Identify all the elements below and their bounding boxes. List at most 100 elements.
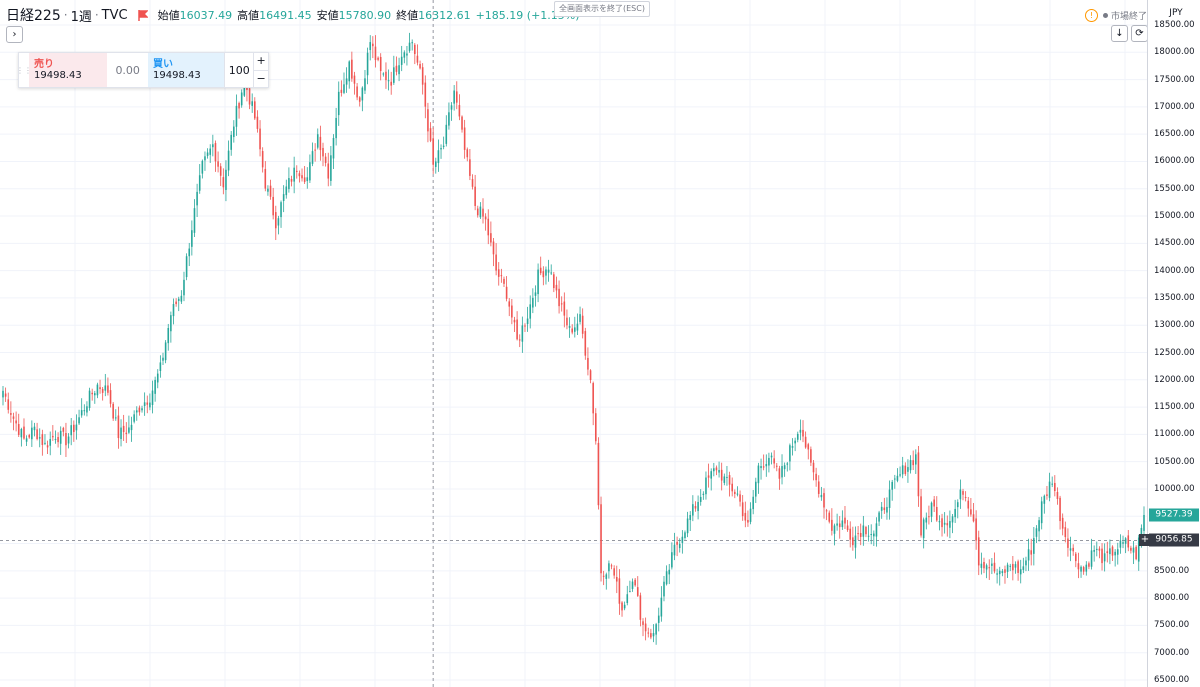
candle-body [1119, 540, 1122, 548]
y-tick-label: 16000.00 [1154, 156, 1195, 167]
add-alert-icon[interactable]: + [1139, 534, 1151, 547]
candle-body [970, 509, 972, 515]
candle-body [261, 151, 264, 168]
candle-body [94, 393, 96, 396]
candle-body [377, 57, 379, 60]
candle-body [154, 379, 156, 394]
candle-body [894, 478, 896, 480]
candle-body [345, 78, 348, 85]
candle-body [1103, 553, 1106, 562]
candle-body [836, 523, 838, 526]
candle-body [251, 101, 253, 106]
candle-body [490, 233, 492, 243]
candle-body [59, 430, 62, 444]
candle-body [828, 512, 831, 522]
sell-button[interactable]: 売り 19498.43 [29, 53, 108, 87]
candle-body [1132, 547, 1135, 553]
quantity-input[interactable]: 100 [224, 53, 253, 87]
chevron-right-icon[interactable]: › [6, 26, 23, 43]
candle-body [838, 523, 841, 528]
arrow-down-icon[interactable]: ↓ [1111, 25, 1128, 42]
warning-icon[interactable]: ! [1085, 9, 1098, 22]
candle-body [20, 428, 23, 438]
candlestick-chart[interactable] [0, 0, 1147, 687]
candle-body [644, 623, 647, 632]
trade-panel: ⋮⋮ 売り 19498.43 0.00 買い 19498.43 100 + − [16, 52, 269, 88]
candle-body [610, 565, 613, 567]
symbol-name[interactable]: 日経225 [6, 8, 61, 24]
drag-handle-icon[interactable]: ⋮⋮ [16, 65, 32, 75]
candle-body [385, 71, 387, 81]
candle-body [440, 148, 442, 150]
candle-body [91, 392, 93, 395]
buy-button[interactable]: 買い 19498.43 [148, 53, 225, 87]
candle-body [852, 537, 854, 546]
candle-body [681, 536, 684, 543]
candle-body [254, 101, 256, 119]
candle-body [1043, 495, 1046, 504]
candle-body [791, 446, 794, 448]
candle-body [193, 208, 196, 233]
candle-body [1009, 565, 1012, 567]
candle-body [618, 578, 621, 604]
y-tick-label: 16500.00 [1154, 129, 1195, 140]
candle-body [46, 445, 49, 448]
scroll-reset-icon[interactable]: ⟳ [1131, 25, 1148, 42]
candle-body [335, 117, 337, 139]
candle-body [983, 561, 985, 569]
candle-body [736, 493, 739, 495]
candle-body [484, 216, 487, 220]
candle-body [912, 460, 914, 466]
quantity-increase-button[interactable]: + [254, 53, 269, 71]
exit-fullscreen-button[interactable]: 全画面表示を終了(ESC) [554, 1, 650, 17]
candle-body [962, 491, 964, 495]
y-tick-label: 12500.00 [1154, 347, 1195, 358]
currency-label[interactable]: JPY [1169, 8, 1183, 18]
candle-body [862, 525, 865, 537]
candle-body [815, 473, 817, 481]
candle-body [28, 435, 31, 438]
candle-body [967, 500, 970, 509]
candle-body [319, 136, 322, 151]
candle-body [972, 514, 975, 522]
candle-body [726, 476, 728, 478]
candle-body [917, 452, 920, 497]
y-tick-label: 14500.00 [1154, 238, 1195, 249]
candle-body [17, 424, 20, 435]
price-axis[interactable]: JPY 18500.00 18000.00 17500.00 17000.00 1650… [1147, 0, 1200, 687]
candle-body [219, 166, 222, 176]
candle-body [500, 275, 503, 277]
candle-body [12, 416, 15, 419]
candle-body [600, 504, 602, 574]
candle-body [760, 466, 762, 469]
candle-body [1069, 548, 1072, 551]
candle-body [104, 385, 107, 391]
candle-body [597, 442, 600, 506]
candle-body [789, 445, 791, 462]
candle-body [15, 420, 17, 424]
candle-body [206, 152, 209, 156]
candle-body [259, 128, 261, 150]
candle-body [327, 163, 330, 179]
candle-body [1143, 514, 1145, 531]
candle-body [702, 493, 705, 495]
candle-body [274, 212, 277, 229]
quantity-decrease-button[interactable]: − [256, 71, 266, 85]
candle-body [416, 55, 419, 63]
candle-body [941, 518, 943, 528]
flag-icon[interactable] [137, 9, 148, 21]
candle-body [414, 44, 416, 55]
candle-body [668, 569, 671, 575]
high-value: 16491.45 [259, 8, 312, 22]
interval-label[interactable]: 1週 [70, 9, 92, 25]
candle-body [487, 218, 490, 236]
candle-body [280, 202, 282, 218]
candle-body [1054, 482, 1056, 491]
candle-body [576, 323, 579, 331]
candle-body [235, 105, 238, 127]
candle-body [744, 512, 747, 521]
candle-body [453, 90, 455, 104]
candle-body [1025, 560, 1027, 566]
candle-body [1027, 549, 1030, 561]
chart-plot-area[interactable] [0, 0, 1147, 687]
